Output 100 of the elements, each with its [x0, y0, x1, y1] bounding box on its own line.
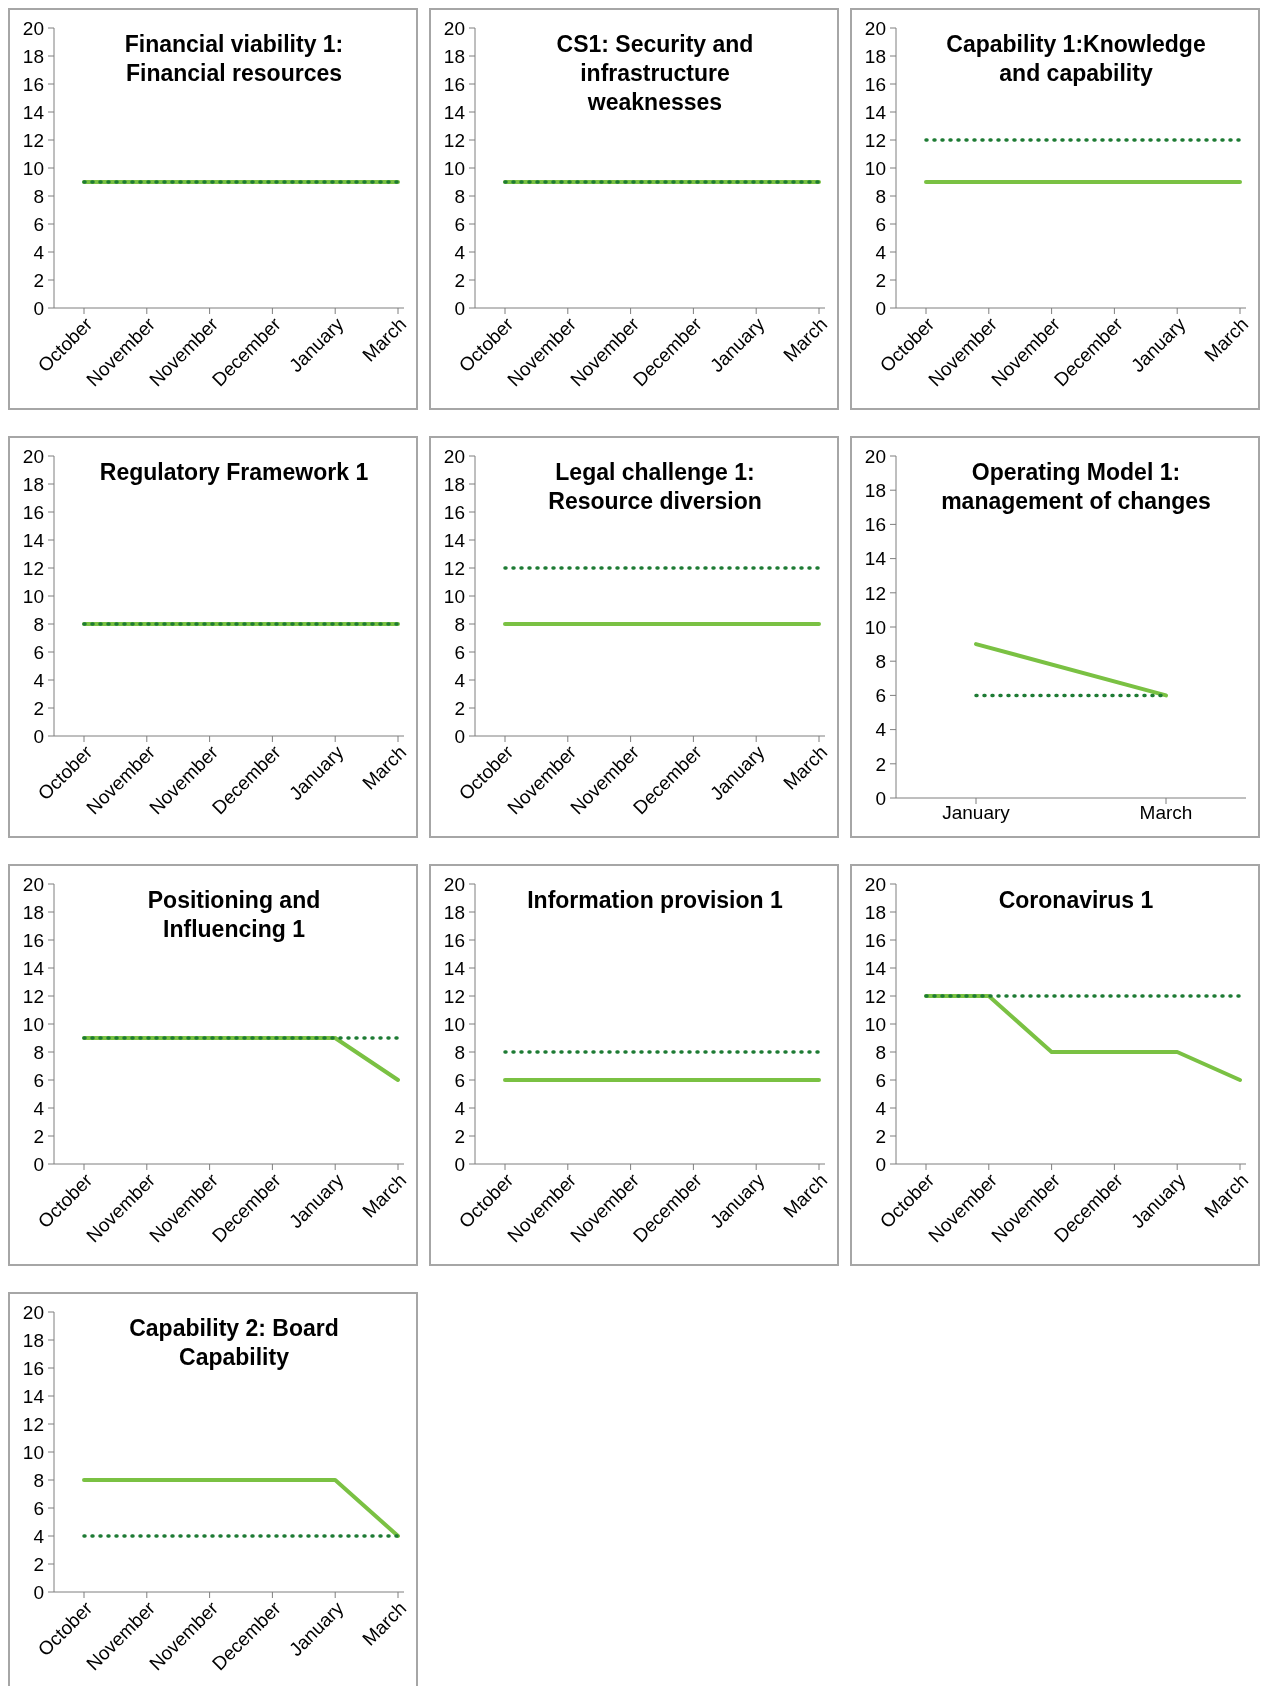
y-tick-label: 8 [875, 650, 886, 672]
text: Financial viability 1: Financial resources [123, 30, 345, 88]
chart-title: Regulatory Framework 1 [98, 458, 370, 487]
y-tick-label: 14 [864, 548, 887, 570]
text: Positioning and Influencing 1 [146, 886, 322, 944]
y-tick-label: 2 [875, 1125, 886, 1147]
y-tick-label: 6 [875, 685, 886, 707]
y-tick-label: 18 [22, 45, 44, 67]
y-tick-label: 16 [864, 73, 886, 95]
y-tick-label: 20 [864, 445, 886, 467]
y-tick-label: 16 [22, 501, 44, 523]
y-tick-label: 8 [33, 613, 44, 635]
y-tick-label: 0 [875, 787, 886, 809]
y-tick-label: 16 [22, 929, 44, 951]
y-tick-label: 8 [33, 1041, 44, 1063]
y-tick-label: 14 [443, 957, 466, 979]
y-tick-label: 6 [454, 1069, 465, 1091]
y-tick-label: 12 [22, 557, 44, 579]
y-tick-label: 12 [22, 1413, 44, 1435]
y-tick-label: 6 [875, 213, 886, 235]
y-tick-label: 18 [22, 473, 44, 495]
y-tick-label: 14 [22, 529, 45, 551]
y-tick-label: 20 [864, 17, 886, 39]
y-tick-label: 6 [454, 213, 465, 235]
y-tick-label: 2 [875, 753, 886, 775]
y-tick-label: 10 [443, 1013, 465, 1035]
y-tick-label: 16 [864, 514, 886, 536]
y-tick-label: 12 [22, 985, 44, 1007]
y-tick-label: 18 [864, 45, 886, 67]
y-tick-label: 6 [33, 213, 44, 235]
chart-title: Information provision 1 [526, 886, 784, 915]
y-tick-label: 14 [22, 957, 45, 979]
y-tick-label: 2 [454, 1125, 465, 1147]
y-tick-label: 18 [443, 901, 465, 923]
y-tick-label: 12 [443, 557, 465, 579]
y-tick-label: 20 [443, 445, 465, 467]
y-tick-label: 18 [443, 45, 465, 67]
y-tick-label: 20 [22, 445, 44, 467]
y-tick-label: 20 [22, 17, 44, 39]
y-tick-label: 12 [22, 129, 44, 151]
y-tick-label: 14 [864, 101, 887, 123]
y-tick-label: 4 [875, 719, 887, 741]
y-tick-label: 10 [22, 1441, 44, 1463]
y-tick-label: 2 [33, 1553, 44, 1575]
y-tick-label: 14 [22, 101, 45, 123]
y-tick-label: 10 [22, 1013, 44, 1035]
y-tick-label: 2 [33, 1125, 44, 1147]
y-tick-label: 0 [33, 297, 44, 319]
y-tick-label: 14 [22, 1385, 45, 1407]
x-tick-label: March [1139, 802, 1193, 824]
y-tick-label: 10 [443, 157, 465, 179]
y-tick-label: 16 [443, 929, 465, 951]
y-tick-label: 0 [33, 1153, 44, 1175]
y-tick-label: 6 [33, 1497, 44, 1519]
y-tick-label: 6 [33, 641, 44, 663]
y-tick-label: 8 [454, 613, 465, 635]
y-tick-label: 0 [33, 725, 44, 747]
y-tick-label: 10 [864, 1013, 886, 1035]
text: CS1: Security and infrastructure weaknesses [555, 30, 755, 117]
y-tick-label: 4 [454, 669, 466, 691]
y-tick-label: 4 [33, 241, 45, 263]
y-tick-label: 8 [875, 1041, 886, 1063]
y-tick-label: 10 [22, 157, 44, 179]
y-tick-label: 4 [33, 1525, 45, 1547]
y-tick-label: 10 [22, 585, 44, 607]
text: Legal challenge 1: Resource diversion [547, 458, 763, 516]
y-tick-label: 14 [443, 529, 466, 551]
y-tick-label: 18 [22, 901, 44, 923]
y-tick-label: 12 [864, 582, 886, 604]
y-tick-label: 16 [443, 73, 465, 95]
y-tick-label: 0 [454, 297, 465, 319]
y-tick-label: 8 [454, 1041, 465, 1063]
y-tick-label: 20 [864, 873, 886, 895]
y-tick-label: 20 [443, 17, 465, 39]
text: Capability 1:Knowledge and capability [945, 30, 1207, 88]
y-tick-label: 0 [875, 297, 886, 319]
text: Capability 2: Board Capability [128, 1314, 340, 1372]
y-tick-label: 4 [454, 241, 466, 263]
y-tick-label: 4 [33, 669, 45, 691]
y-tick-label: 4 [454, 1097, 466, 1119]
y-tick-label: 10 [443, 585, 465, 607]
y-tick-label: 20 [22, 1301, 44, 1323]
y-tick-label: 16 [864, 929, 886, 951]
y-tick-label: 4 [33, 1097, 45, 1119]
y-tick-label: 12 [864, 129, 886, 151]
y-tick-label: 6 [454, 641, 465, 663]
y-tick-label: 10 [864, 157, 886, 179]
chart-title: Coronavirus 1 [997, 886, 1155, 915]
y-tick-label: 20 [22, 873, 44, 895]
y-tick-label: 8 [33, 185, 44, 207]
y-tick-label: 14 [864, 957, 887, 979]
y-tick-label: 18 [864, 901, 886, 923]
y-tick-label: 0 [454, 1153, 465, 1175]
y-tick-label: 12 [443, 985, 465, 1007]
y-tick-label: 8 [454, 185, 465, 207]
y-tick-label: 8 [33, 1469, 44, 1491]
y-tick-label: 16 [22, 1357, 44, 1379]
y-tick-label: 8 [875, 185, 886, 207]
y-tick-label: 2 [454, 269, 465, 291]
y-tick-label: 16 [443, 501, 465, 523]
